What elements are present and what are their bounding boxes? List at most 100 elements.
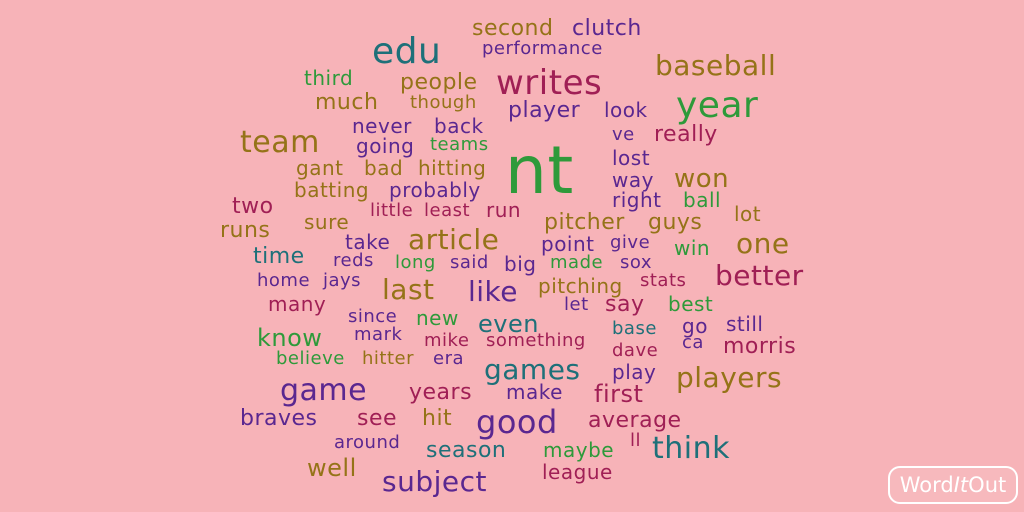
cloud-word: mark [354,324,403,345]
cloud-word: much [315,90,379,115]
cloud-word: little [370,200,414,221]
cloud-word: writes [496,63,603,103]
cloud-word: hitting [418,156,487,180]
cloud-word: know [257,324,323,352]
cloud-word: say [605,292,645,317]
cloud-word: braves [240,406,318,431]
cloud-word: years [409,380,473,405]
cloud-word: think [652,431,730,466]
cloud-word: average [588,408,682,433]
cloud-word: games [484,353,581,386]
cloud-word: right [612,188,662,212]
logo-it: It [953,473,969,497]
cloud-word: really [654,122,718,147]
cloud-word: era [433,348,465,369]
cloud-word: hit [422,406,453,431]
cloud-word: lost [612,146,651,170]
cloud-word: runs [220,218,271,243]
cloud-word: mike [424,330,470,351]
cloud-word: last [382,273,435,306]
cloud-word: look [604,98,648,122]
cloud-word: ll [630,430,642,451]
logo-out: Out [968,473,1007,497]
cloud-word: league [542,460,613,484]
cloud-word: said [450,252,489,273]
cloud-word: batting [294,178,370,202]
cloud-word: year [676,85,759,126]
cloud-word: dave [612,340,659,361]
cloud-word: lot [734,202,762,226]
cloud-word: gant [296,156,344,180]
cloud-word: performance [482,38,603,59]
cloud-word: probably [389,178,481,202]
cloud-word: believe [276,348,345,369]
cloud-word: least [424,200,471,221]
cloud-word: pitching [538,274,623,298]
cloud-word: see [357,406,398,431]
cloud-word: third [304,66,354,90]
cloud-word: hitter [362,348,414,369]
cloud-word: sox [620,252,652,273]
cloud-word: better [715,259,804,292]
cloud-word: stats [640,270,687,291]
cloud-word: give [610,232,651,253]
cloud-word: take [345,230,391,254]
cloud-word: something [486,330,586,351]
cloud-word: subject [382,465,487,498]
cloud-word: morris [723,334,797,359]
cloud-word: maybe [543,438,615,462]
cloud-word: player [508,98,581,123]
cloud-word: won [674,164,730,194]
cloud-word: even [478,310,539,338]
cloud-word: run [486,198,522,222]
cloud-word: two [232,194,274,219]
cloud-word: go [682,314,708,338]
cloud-word: going [356,134,415,158]
cloud-word: around [334,432,401,453]
cloud-word: point [541,232,595,256]
cloud-word: game [280,373,368,408]
cloud-word: first [594,380,644,408]
wordle-logo[interactable]: Word It Out [888,466,1018,504]
cloud-word: make [506,380,563,404]
cloud-word: season [426,438,507,463]
cloud-word: reds [333,250,374,271]
cloud-word: many [268,292,327,316]
cloud-word: pitcher [544,210,625,235]
cloud-word: nt [505,132,574,209]
cloud-word: never [352,114,412,138]
cloud-word: players [676,361,783,394]
cloud-word: sure [304,210,350,234]
cloud-word: ca [682,332,704,353]
cloud-word: though [410,92,477,113]
cloud-word: teams [430,134,489,155]
cloud-word: big [504,252,537,276]
cloud-word: one [736,227,790,260]
cloud-word: new [416,306,459,330]
cloud-word: win [674,236,711,260]
cloud-word: best [668,292,714,316]
cloud-word: base [612,318,657,339]
cloud-word: since [348,306,398,327]
cloud-word: guys [648,210,703,235]
cloud-word: people [400,70,478,95]
cloud-word: ball [683,188,722,212]
cloud-word: time [253,244,305,269]
cloud-word: still [726,312,764,336]
cloud-word: edu [372,31,442,72]
cloud-word: team [240,125,320,160]
cloud-word: made [550,252,604,273]
cloud-word: way [612,168,654,192]
cloud-word: long [395,252,436,273]
cloud-word: second [472,16,554,41]
cloud-word: baseball [655,49,777,82]
cloud-word: ve [612,124,635,145]
cloud-word: like [468,275,519,308]
cloud-word: play [612,360,657,384]
cloud-word: clutch [572,16,642,41]
cloud-word: jays [323,270,362,291]
cloud-word: article [408,223,500,256]
cloud-word: let [564,294,589,315]
cloud-word: bad [364,156,404,180]
